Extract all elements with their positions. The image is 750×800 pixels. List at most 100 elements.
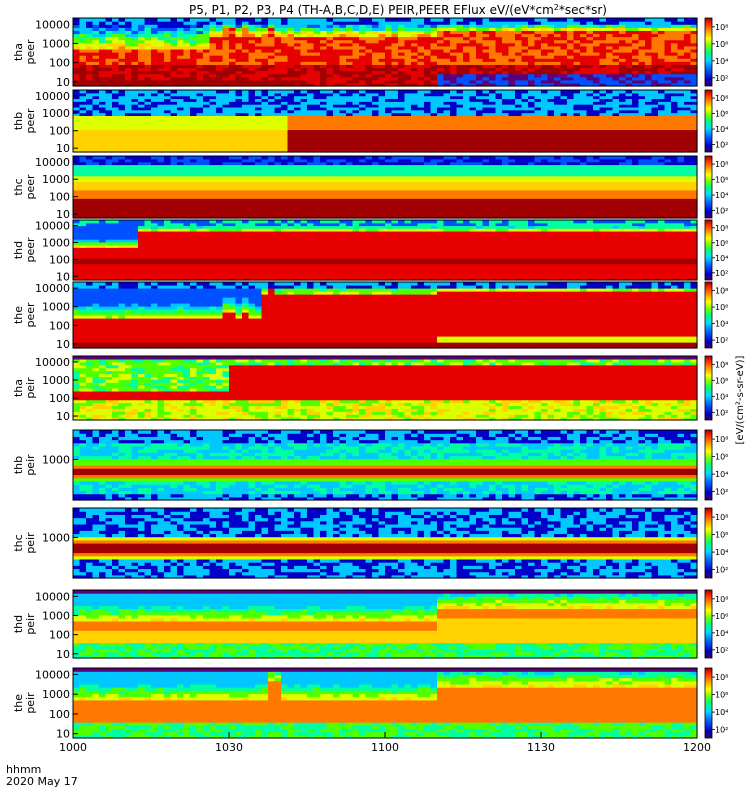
heatmap-cell (567, 39, 575, 44)
heatmap-cell (359, 137, 367, 142)
heatmap-cell (372, 90, 380, 94)
heatmap-cell (463, 64, 471, 69)
heatmap-cell (456, 61, 464, 65)
heatmap-cell (612, 104, 620, 108)
heatmap-cell (222, 48, 230, 53)
heatmap-cell (424, 132, 432, 136)
heatmap-cell (307, 95, 315, 100)
heatmap-cell (268, 135, 276, 139)
heatmap-cell (690, 18, 698, 22)
heatmap-cell (599, 121, 607, 125)
heatmap-cell (534, 79, 542, 84)
heatmap-cell (560, 140, 568, 145)
heatmap-cell (404, 58, 412, 62)
heatmap-cell (183, 18, 191, 22)
heatmap-cell (625, 98, 633, 102)
heatmap-cell (554, 104, 562, 108)
heatmap-cell (352, 143, 360, 147)
heatmap-cell (606, 18, 614, 22)
heatmap-cell (417, 95, 425, 100)
heatmap-cell (92, 30, 100, 35)
heatmap-cell (92, 24, 100, 28)
heatmap-cell (79, 132, 87, 136)
heatmap-cell (170, 149, 178, 153)
heatmap-cell (138, 30, 146, 35)
heatmap-cell (684, 90, 692, 94)
heatmap-cell (92, 33, 100, 38)
heatmap-cell (619, 67, 627, 72)
heatmap-cell (508, 27, 516, 31)
heatmap-cell (560, 67, 568, 72)
heatmap-cell (177, 73, 185, 78)
heatmap-cell (508, 70, 516, 75)
heatmap-cell (235, 33, 243, 38)
heatmap-cell (255, 52, 263, 56)
heatmap-cell (560, 79, 568, 84)
heatmap-cell (632, 115, 640, 119)
heatmap-cell (339, 42, 347, 47)
heatmap-cell (372, 123, 380, 128)
heatmap-cell (508, 33, 516, 38)
heatmap-cell (534, 137, 542, 142)
heatmap-cell (261, 58, 269, 62)
heatmap-cell (144, 55, 152, 59)
heatmap-cell (144, 21, 152, 25)
heatmap-cell (625, 76, 633, 81)
heatmap-cell (690, 104, 698, 108)
heatmap-cell (138, 121, 146, 125)
heatmap-cell (118, 67, 126, 72)
heatmap-cell (274, 64, 282, 69)
heatmap-cell (118, 135, 126, 139)
heatmap-cell (391, 45, 399, 50)
heatmap-cell (456, 30, 464, 35)
heatmap-cell (580, 45, 588, 50)
heatmap-cell (398, 101, 406, 105)
heatmap-cell (456, 104, 464, 108)
heatmap-cell (684, 135, 692, 139)
heatmap-cell (365, 45, 373, 50)
heatmap-cell (606, 90, 614, 94)
heatmap-cell (144, 48, 152, 53)
heatmap-cell (125, 92, 133, 97)
heatmap-cell (632, 73, 640, 78)
heatmap-cell (151, 126, 159, 131)
heatmap-cell (541, 64, 549, 69)
heatmap-cell (112, 158, 120, 163)
heatmap-cell (482, 90, 490, 94)
heatmap-cell (638, 64, 646, 69)
heatmap-cell (333, 39, 341, 44)
heatmap-cell (281, 55, 289, 59)
heatmap-cell (495, 140, 503, 145)
heatmap-cell (684, 39, 692, 44)
heatmap-cell (567, 42, 575, 47)
heatmap-cell (131, 95, 139, 100)
heatmap-cell (177, 58, 185, 62)
heatmap-cell (229, 98, 237, 102)
heatmap-cell (417, 33, 425, 38)
heatmap-cell (86, 178, 94, 182)
heatmap-cell (424, 82, 432, 87)
heatmap-cell (274, 70, 282, 75)
heatmap-cell (437, 52, 445, 56)
heatmap-cell (671, 55, 679, 59)
heatmap-cell (164, 64, 172, 69)
heatmap-cell (300, 115, 308, 119)
heatmap-cell (294, 149, 302, 153)
heatmap-cell (79, 70, 87, 75)
heatmap-cell (105, 212, 113, 216)
heatmap-cell (242, 112, 250, 116)
heatmap-cell (476, 30, 484, 35)
heatmap-cell (515, 146, 523, 150)
heatmap-cell (313, 58, 321, 62)
heatmap-cell (307, 123, 315, 128)
heatmap-cell (502, 73, 510, 78)
heatmap-cell (255, 98, 263, 102)
heatmap-cell (606, 92, 614, 97)
heatmap-cell (300, 121, 308, 125)
heatmap-cell (365, 55, 373, 59)
heatmap-cell (664, 21, 672, 25)
heatmap-cell (599, 137, 607, 142)
heatmap-cell (430, 18, 438, 22)
heatmap-cell (326, 82, 334, 87)
heatmap-cell (248, 109, 256, 114)
